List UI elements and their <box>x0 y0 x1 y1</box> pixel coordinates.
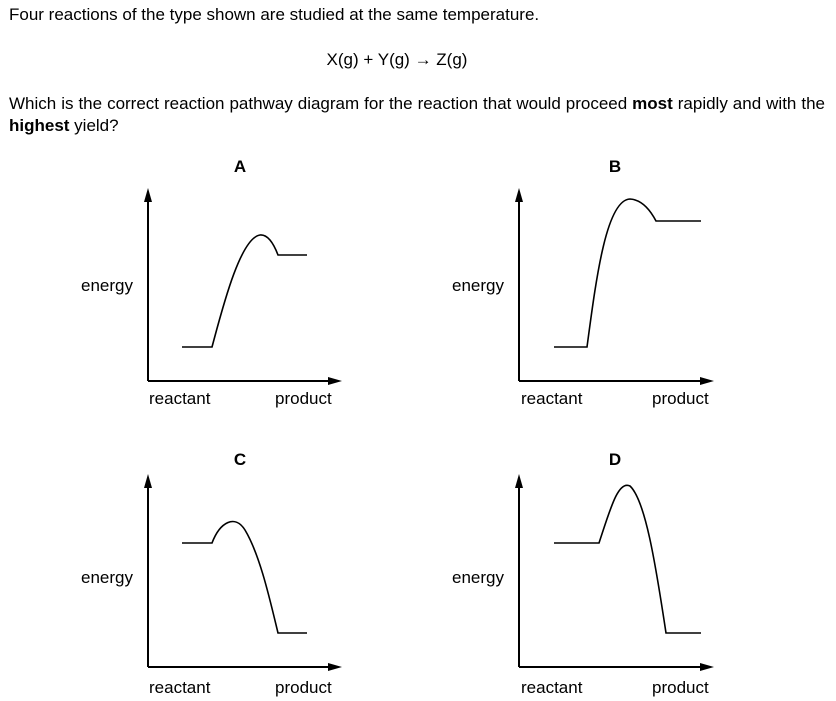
x-end-label: product <box>275 389 332 408</box>
prompt: Which is the correct reaction pathway di… <box>9 93 825 137</box>
y-axis-label: energy <box>81 568 133 587</box>
x-end-label: product <box>275 678 332 697</box>
arrowhead <box>700 663 714 671</box>
intro: Four reactions of the type shown are stu… <box>9 5 540 24</box>
axis <box>518 196 706 382</box>
arrowhead <box>144 474 152 488</box>
prompt-bold: most <box>632 94 673 113</box>
curve <box>182 234 307 348</box>
axis <box>147 482 334 668</box>
arrowheads <box>144 188 714 671</box>
equation: X(g) + Y(g) → Z(g) <box>326 50 468 69</box>
y-axis-label: energy <box>452 276 504 295</box>
curve <box>554 484 701 634</box>
curve <box>182 520 307 634</box>
arrowhead <box>144 188 152 202</box>
arrowhead <box>328 663 342 671</box>
prompt-bold: highest <box>9 116 70 135</box>
x-start-label: reactant <box>149 389 211 408</box>
curve <box>554 198 701 348</box>
x-start-label: reactant <box>521 389 583 408</box>
axes <box>147 196 706 668</box>
x-end-label: product <box>652 389 709 408</box>
prompt-text: Which is the correct reaction pathway di… <box>9 94 633 113</box>
curves <box>182 198 701 634</box>
option-label: A <box>233 157 247 176</box>
prompt-text: rapidly and with the <box>672 94 825 113</box>
axis <box>147 196 334 382</box>
y-axis-label: energy <box>452 568 504 587</box>
option-label: D <box>608 450 622 469</box>
x-start-label: reactant <box>521 678 583 697</box>
arrowhead <box>328 377 342 385</box>
arrowhead <box>515 474 523 488</box>
arrowhead <box>515 188 523 202</box>
arrowhead <box>700 377 714 385</box>
y-axis-label: energy <box>81 276 133 295</box>
x-end-label: product <box>652 678 709 697</box>
axis <box>518 482 706 668</box>
option-label: B <box>608 157 622 176</box>
prompt-text: yield? <box>69 116 119 135</box>
x-start-label: reactant <box>149 678 211 697</box>
option-label: C <box>233 450 247 469</box>
